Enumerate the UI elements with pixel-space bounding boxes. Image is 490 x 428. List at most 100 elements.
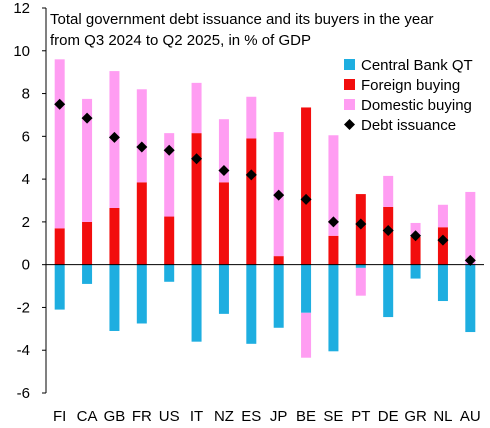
legend-label: Domestic buying: [361, 97, 472, 114]
bar-domestic-buying-es: [246, 96, 257, 139]
x-tick-label: NZ: [214, 408, 234, 425]
x-tick-label: GR: [404, 408, 427, 425]
legend-item: Central Bank QT: [344, 57, 473, 74]
x-tick-label: GB: [104, 408, 126, 425]
marker-debt-issuance-us: [163, 144, 175, 156]
marker-debt-issuance-de: [382, 224, 394, 236]
x-tick-label: NL: [433, 408, 452, 425]
bar-foreign-buying-us: [164, 216, 175, 265]
legend-item: Debt issuance: [344, 117, 456, 134]
bar-central-bank-qt-se: [328, 264, 339, 352]
chart-title-line: from Q3 2024 to Q2 2025, in % of GDP: [50, 32, 311, 49]
marker-debt-issuance-fi: [54, 98, 66, 110]
marker-debt-issuance-ca: [81, 112, 93, 124]
bar-central-bank-qt-be: [301, 264, 312, 313]
x-tick-label: AU: [460, 408, 481, 425]
marker-debt-issuance-nz: [218, 165, 230, 177]
markers: [54, 98, 476, 266]
marker-debt-issuance-es: [245, 169, 257, 181]
bar-foreign-buying-gb: [109, 207, 120, 265]
marker-debt-issuance-se: [327, 216, 339, 228]
bar-foreign-buying-be: [301, 107, 312, 265]
x-tick-label: BE: [296, 408, 316, 425]
legend-swatch: [344, 59, 355, 70]
bar-domestic-buying-gr: [410, 222, 421, 237]
y-tick-label: 0: [22, 257, 30, 274]
bar-central-bank-qt-fi: [54, 264, 65, 310]
chart-title-line: Total government debt issuance and its b…: [50, 11, 434, 28]
bar-central-bank-qt-ca: [82, 264, 93, 284]
x-tick-label: FR: [132, 408, 152, 425]
y-tick-label: 2: [22, 214, 30, 231]
bar-foreign-buying-fr: [136, 182, 147, 265]
bar-central-bank-qt-gb: [109, 264, 120, 331]
marker-debt-issuance-it: [191, 153, 203, 165]
bar-domestic-buying-fi: [54, 59, 65, 229]
legend-item: Foreign buying: [344, 77, 460, 94]
bar-central-bank-qt-de: [383, 264, 394, 318]
bar-central-bank-qt-fr: [136, 264, 147, 324]
bar-foreign-buying-fi: [54, 228, 65, 265]
bar-central-bank-qt-es: [246, 264, 257, 344]
bar-domestic-buying-de: [383, 175, 394, 207]
legend-marker-diamond: [344, 119, 355, 130]
bar-domestic-buying-be: [301, 312, 312, 358]
bar-domestic-buying-se: [328, 135, 339, 236]
bar-central-bank-qt-jp: [273, 264, 284, 328]
marker-debt-issuance-jp: [273, 189, 285, 201]
marker-debt-issuance-be: [300, 193, 312, 205]
y-tick-label: 8: [22, 86, 30, 103]
y-tick-label: 10: [13, 43, 30, 60]
x-tick-label: JP: [270, 408, 288, 425]
y-tick-label: -2: [17, 299, 30, 316]
bar-central-bank-qt-it: [191, 264, 202, 342]
marker-debt-issuance-fr: [136, 141, 148, 153]
x-tick-label: DE: [378, 408, 399, 425]
legend-item: Domestic buying: [344, 97, 472, 114]
bar-central-bank-qt-gr: [410, 264, 421, 279]
bar-domestic-buying-ca: [82, 98, 93, 222]
y-tick-label: 12: [13, 0, 30, 17]
bar-domestic-buying-it: [191, 82, 202, 134]
y-tick-label: 4: [22, 171, 30, 188]
bar-domestic-buying-pt: [355, 267, 366, 296]
bar-central-bank-qt-au: [465, 264, 476, 333]
marker-debt-issuance-au: [464, 254, 476, 266]
bar-foreign-buying-jp: [273, 256, 284, 265]
bar-central-bank-qt-nl: [437, 264, 448, 302]
bar-foreign-buying-gr: [410, 236, 421, 265]
bar-foreign-buying-es: [246, 138, 257, 265]
marker-debt-issuance-gr: [410, 230, 422, 242]
legend-label: Debt issuance: [361, 117, 456, 134]
bar-central-bank-qt-pt: [355, 264, 366, 268]
bar-domestic-buying-au: [465, 191, 476, 265]
x-tick-label: US: [159, 408, 180, 425]
bar-foreign-buying-se: [328, 235, 339, 265]
bar-central-bank-qt-nz: [218, 264, 229, 314]
marker-debt-issuance-pt: [355, 218, 367, 230]
chart-title: Total government debt issuance and its b…: [50, 11, 434, 49]
bar-domestic-buying-nl: [437, 204, 448, 228]
y-tick-label: -4: [17, 342, 30, 359]
x-tick-label: SE: [323, 408, 343, 425]
y-tick-label: -6: [17, 385, 30, 402]
legend-swatch: [344, 99, 355, 110]
bar-central-bank-qt-us: [164, 264, 175, 282]
axes: -6 -4 -2 0 2 4 6 8 10 12 FI CA GB FR US IT NZ ES JP BE SE PT D…: [13, 0, 484, 425]
bar-foreign-buying-ca: [82, 221, 93, 265]
bar-domestic-buying-fr: [136, 89, 147, 183]
legend-label: Central Bank QT: [361, 57, 473, 74]
legend-swatch: [344, 79, 355, 90]
x-tick-label: FI: [53, 408, 66, 425]
legend-label: Foreign buying: [361, 77, 460, 94]
bar-foreign-buying-nl: [437, 227, 448, 265]
x-tick-label: IT: [190, 408, 203, 425]
bar-domestic-buying-nz: [218, 119, 229, 183]
legend: Central Bank QT Foreign buying Domestic bu…: [344, 57, 473, 134]
bar-domestic-buying-us: [164, 133, 175, 217]
bar-foreign-buying-nz: [218, 182, 229, 265]
x-tick-label: ES: [241, 408, 261, 425]
x-tick-label: PT: [351, 408, 370, 425]
marker-debt-issuance-gb: [108, 131, 120, 143]
